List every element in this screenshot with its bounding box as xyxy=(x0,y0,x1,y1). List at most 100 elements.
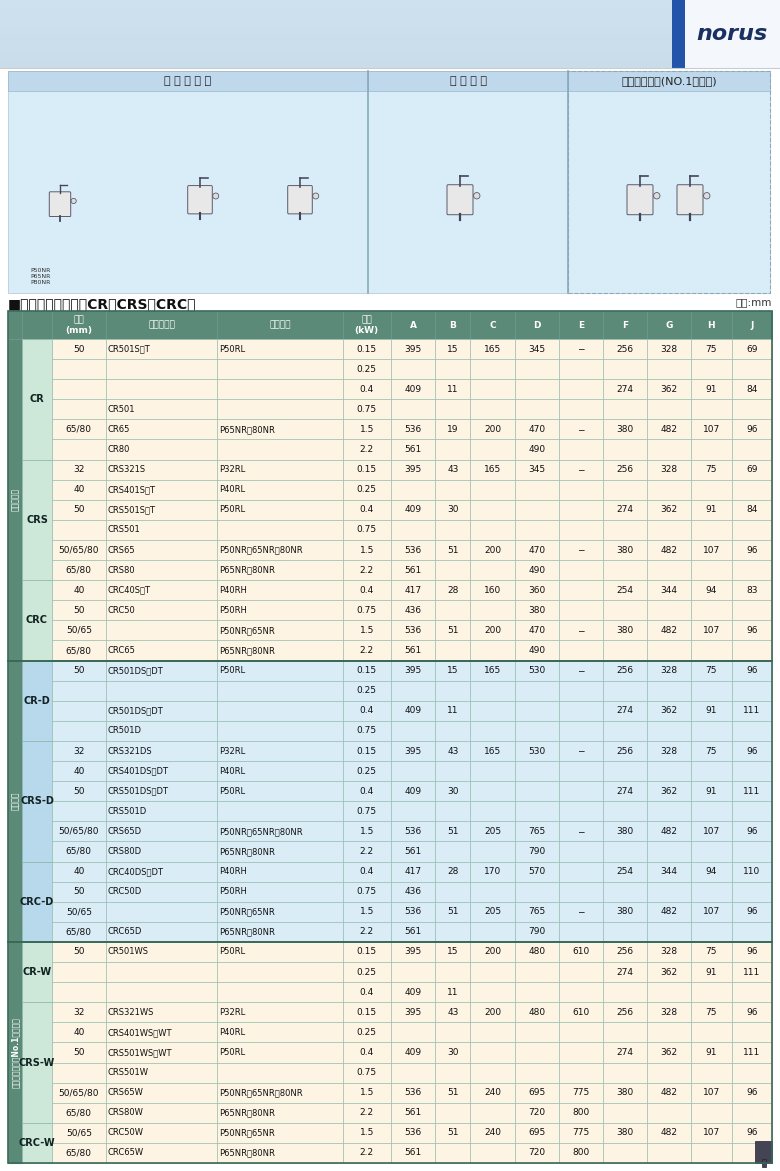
Bar xyxy=(22,311,52,338)
Bar xyxy=(105,419,218,439)
Bar xyxy=(8,311,772,1163)
Bar xyxy=(470,560,515,580)
Bar xyxy=(435,902,470,922)
Text: 15: 15 xyxy=(447,666,459,676)
Bar xyxy=(0,52,672,60)
Text: 695: 695 xyxy=(528,1088,545,1097)
Bar xyxy=(105,621,218,641)
Text: 0.25: 0.25 xyxy=(356,967,377,977)
Bar xyxy=(52,1123,105,1143)
Bar xyxy=(105,540,218,560)
Text: 96: 96 xyxy=(746,626,757,635)
Bar xyxy=(732,359,772,379)
Text: 380: 380 xyxy=(616,626,633,635)
Bar xyxy=(732,982,772,1002)
Bar xyxy=(691,781,732,801)
Text: 96: 96 xyxy=(746,827,757,836)
Text: 107: 107 xyxy=(703,1129,720,1137)
Bar xyxy=(603,379,647,399)
Bar xyxy=(603,801,647,821)
Text: P32RL: P32RL xyxy=(219,1008,246,1016)
Text: 482: 482 xyxy=(661,1088,678,1097)
Bar xyxy=(435,560,470,580)
Text: −: − xyxy=(577,546,584,555)
Text: 32: 32 xyxy=(73,465,84,474)
Text: CR-W: CR-W xyxy=(23,967,51,977)
Text: 83: 83 xyxy=(746,586,757,595)
Bar xyxy=(470,311,515,338)
Bar xyxy=(105,660,218,680)
Bar xyxy=(603,781,647,801)
Bar xyxy=(342,311,391,338)
Bar xyxy=(732,459,772,480)
Bar xyxy=(218,1143,342,1163)
Text: 395: 395 xyxy=(405,947,422,957)
Text: ポンプ型式: ポンプ型式 xyxy=(148,321,175,329)
Text: 695: 695 xyxy=(528,1129,545,1137)
Text: P50NR
P65NR
P80NR: P50NR P65NR P80NR xyxy=(30,268,51,285)
Text: 480: 480 xyxy=(528,1008,545,1016)
Text: 0.15: 0.15 xyxy=(356,1008,377,1016)
Bar xyxy=(691,1103,732,1123)
Bar xyxy=(603,882,647,902)
Bar xyxy=(558,761,603,781)
Bar xyxy=(391,500,435,520)
Bar xyxy=(732,540,772,560)
Bar xyxy=(558,1002,603,1022)
Bar xyxy=(105,821,218,842)
Bar xyxy=(435,1042,470,1062)
Text: 205: 205 xyxy=(484,827,501,836)
Bar xyxy=(603,941,647,963)
Bar xyxy=(342,922,391,941)
Bar xyxy=(691,621,732,641)
Bar xyxy=(218,520,342,540)
Bar xyxy=(685,0,780,68)
Bar xyxy=(470,721,515,741)
Bar xyxy=(105,680,218,700)
Text: 51: 51 xyxy=(447,827,459,836)
Text: CRS65: CRS65 xyxy=(108,546,135,555)
Bar xyxy=(52,741,105,761)
Text: 536: 536 xyxy=(405,546,422,555)
Bar xyxy=(732,641,772,660)
Text: 775: 775 xyxy=(573,1088,590,1097)
Text: 362: 362 xyxy=(661,787,678,796)
Text: CRS-W: CRS-W xyxy=(19,1057,55,1068)
Bar xyxy=(691,419,732,439)
Text: 240: 240 xyxy=(484,1088,501,1097)
Text: 28: 28 xyxy=(447,867,459,876)
Bar xyxy=(435,660,470,680)
Bar xyxy=(732,480,772,500)
Bar xyxy=(105,459,218,480)
Bar xyxy=(435,439,470,459)
Bar xyxy=(52,621,105,641)
Text: 362: 362 xyxy=(661,506,678,514)
Bar xyxy=(515,1083,558,1103)
Text: 32: 32 xyxy=(73,746,84,755)
Bar xyxy=(691,882,732,902)
Text: CRS501S／T: CRS501S／T xyxy=(108,506,156,514)
Bar xyxy=(603,821,647,842)
Text: 765: 765 xyxy=(528,827,545,836)
Bar xyxy=(470,580,515,601)
Bar xyxy=(603,761,647,781)
Text: 274: 274 xyxy=(616,506,633,514)
Bar xyxy=(558,338,603,359)
Text: 409: 409 xyxy=(405,1048,422,1057)
Text: 720: 720 xyxy=(528,1108,545,1117)
Bar xyxy=(218,821,342,842)
Text: 0.25: 0.25 xyxy=(356,364,377,374)
Text: 96: 96 xyxy=(746,1088,757,1097)
Text: 436: 436 xyxy=(405,605,422,615)
Bar xyxy=(647,1143,691,1163)
Text: 0.75: 0.75 xyxy=(356,526,377,534)
Bar xyxy=(647,520,691,540)
Bar xyxy=(391,801,435,821)
Bar xyxy=(647,439,691,459)
Bar xyxy=(691,379,732,399)
Text: P40RH: P40RH xyxy=(219,586,247,595)
Bar xyxy=(470,821,515,842)
Text: 536: 536 xyxy=(405,626,422,635)
Text: 75: 75 xyxy=(706,746,717,755)
Bar xyxy=(342,500,391,520)
